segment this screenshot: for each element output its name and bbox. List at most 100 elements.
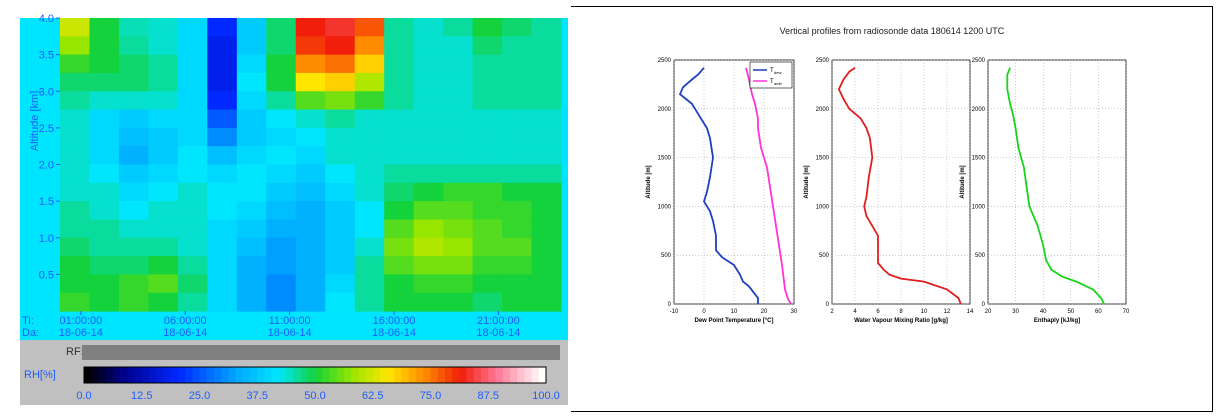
heatmap-cell bbox=[60, 146, 91, 166]
heatmap-cell bbox=[502, 237, 533, 257]
heatmap-cell bbox=[177, 256, 208, 275]
heatmap-cell bbox=[236, 54, 267, 74]
heatmap-cell bbox=[266, 109, 297, 129]
colorbar-swatch bbox=[343, 367, 352, 383]
heatmap-cell bbox=[325, 127, 356, 147]
heatmap-cell bbox=[236, 91, 267, 111]
heatmap-cell bbox=[266, 256, 297, 275]
heatmap-cell bbox=[472, 292, 503, 312]
x-axis-label: Dew Point Temperature [°C] bbox=[695, 318, 774, 324]
heatmap-cell bbox=[295, 164, 326, 184]
heatmap-cell bbox=[89, 72, 120, 92]
heatmap-cell bbox=[118, 237, 150, 257]
heatmap-cell bbox=[266, 72, 297, 92]
x-tick-label: 40 bbox=[1040, 309, 1047, 315]
heatmap-cell bbox=[502, 36, 533, 56]
heatmap-cell bbox=[266, 54, 297, 74]
heatmap-cell bbox=[207, 109, 238, 129]
y-tick-label: 4.0 bbox=[39, 13, 54, 25]
heatmap-cell bbox=[177, 109, 208, 129]
heatmap-cell bbox=[325, 219, 356, 239]
x-tick-label: 20 bbox=[985, 309, 992, 315]
heatmap-cell bbox=[325, 237, 356, 257]
heatmap-cell bbox=[325, 182, 356, 202]
heatmap-cell bbox=[60, 237, 91, 257]
x-tick-label: 10 bbox=[921, 309, 928, 315]
heatmap-cell bbox=[443, 36, 474, 56]
heatmap-cell bbox=[502, 127, 533, 147]
heatmap-cell bbox=[531, 127, 562, 147]
x-tick-label: 8 bbox=[899, 309, 903, 315]
colorbar-tick-label: 75.0 bbox=[420, 390, 441, 402]
colorbar-swatch bbox=[257, 367, 265, 383]
colorbar-swatch bbox=[531, 367, 540, 383]
colorbar-swatch bbox=[170, 367, 179, 383]
heatmap-cell bbox=[118, 146, 150, 166]
heatmap-cell bbox=[60, 109, 91, 129]
colorbar-swatch bbox=[293, 367, 302, 383]
heatmap-cell bbox=[89, 18, 120, 37]
colorbar-swatch bbox=[163, 367, 172, 383]
heatmap-cell bbox=[413, 146, 444, 166]
x-tick-label: 2 bbox=[830, 309, 834, 315]
heatmap-cell bbox=[207, 237, 238, 257]
y-tick-label: 500 bbox=[975, 253, 986, 259]
heatmap-cell bbox=[413, 274, 444, 294]
heatmap-cell bbox=[148, 54, 179, 74]
colorbar-swatch bbox=[322, 367, 330, 383]
heatmap-cell bbox=[443, 256, 474, 275]
heatmap-cell bbox=[325, 54, 356, 74]
heatmap-cell bbox=[531, 36, 562, 56]
heatmap-cell bbox=[413, 18, 444, 37]
heatmap-cell bbox=[148, 274, 179, 294]
heatmap-cell bbox=[443, 201, 474, 221]
colorbar-tick-label: 100.0 bbox=[532, 390, 560, 402]
legend-box bbox=[749, 61, 793, 89]
heatmap-cell bbox=[118, 219, 150, 239]
heatmap-cell bbox=[413, 201, 444, 221]
y-tick-label: 1500 bbox=[972, 156, 986, 162]
heatmap-cell bbox=[295, 146, 326, 166]
heatmap-cell bbox=[207, 256, 238, 275]
y-tick-label: 1000 bbox=[816, 204, 830, 210]
heatmap-cell bbox=[236, 292, 267, 312]
colorbar-swatch bbox=[466, 367, 475, 383]
heatmap-cell bbox=[266, 164, 297, 184]
heatmap-cell bbox=[148, 109, 179, 129]
heatmap-cell bbox=[118, 182, 150, 202]
colorbar-border bbox=[83, 366, 547, 384]
heatmap-cell bbox=[472, 54, 503, 74]
y-tick-label: 1000 bbox=[972, 204, 986, 210]
heatmap-cell bbox=[531, 237, 562, 257]
heatmap-cell bbox=[443, 127, 474, 147]
y-tick-label: 0 bbox=[826, 302, 830, 308]
colorbar-swatch bbox=[394, 367, 403, 383]
colorbar-swatch bbox=[365, 367, 374, 383]
rf-label: RF: bbox=[66, 346, 84, 358]
colorbar-swatch bbox=[336, 367, 345, 383]
y-tick-label: 1.0 bbox=[39, 233, 54, 245]
heatmap-cell bbox=[60, 36, 91, 56]
x-tick-label: 70 bbox=[1123, 309, 1130, 315]
y-tick-label: 1000 bbox=[658, 204, 672, 210]
heatmap-cell bbox=[60, 164, 91, 184]
heatmap-cell bbox=[531, 109, 562, 129]
heatmap-cell bbox=[502, 219, 533, 239]
heatmap-cell bbox=[60, 256, 91, 275]
heatmap-cell bbox=[148, 127, 179, 147]
x-time-label: 11:00:00 bbox=[269, 315, 311, 327]
heatmap-cell bbox=[207, 146, 238, 166]
colorbar-swatch bbox=[264, 367, 273, 383]
x-tick-label: 50 bbox=[1067, 309, 1074, 315]
colorbar-swatch bbox=[120, 367, 128, 383]
heatmap-cell bbox=[472, 237, 503, 257]
heatmap-cell bbox=[502, 164, 533, 184]
heatmap-cell bbox=[354, 54, 385, 74]
heatmap-cell bbox=[472, 36, 503, 56]
heatmap-cell bbox=[443, 72, 474, 92]
rf-bar bbox=[82, 345, 560, 360]
heatmap-cell bbox=[354, 237, 385, 257]
heatmap-cell bbox=[60, 219, 91, 239]
heatmap-cell bbox=[118, 292, 150, 312]
heatmap-cell bbox=[354, 146, 385, 166]
